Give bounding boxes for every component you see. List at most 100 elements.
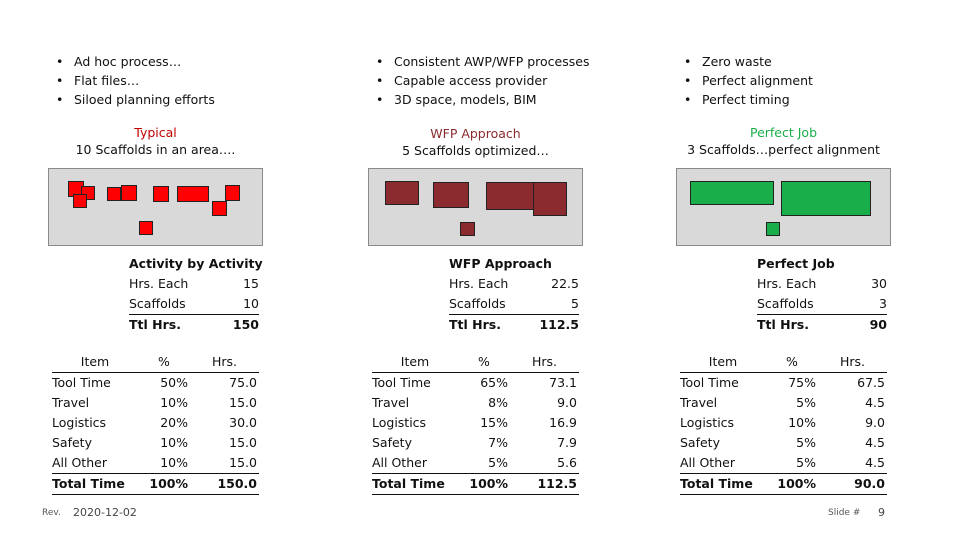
summary-block: Perfect Job Hrs. Each 30 Scaffolds 3 Ttl…	[757, 254, 887, 335]
table-row: Tool Time 50% 75.0	[52, 373, 259, 394]
revision-label: Rev.	[42, 508, 61, 518]
summary-label: Ttl Hrs.	[757, 317, 809, 332]
cell-percent: 15%	[480, 415, 508, 430]
cell-hours: 4.5	[865, 455, 885, 470]
cell-item: Travel	[680, 395, 718, 410]
scaffold-block	[177, 186, 209, 202]
time-breakdown-table: Item % Hrs. Tool Time 75% 67.5 Travel 5% 4.5…	[680, 352, 887, 495]
cell-percent: 10%	[160, 435, 188, 450]
column-perfect-job: Zero waste Perfect alignment Perfect tim…	[676, 0, 891, 540]
summary-value: 150	[232, 317, 259, 332]
cell-percent: 5%	[796, 435, 816, 450]
scaffold-diagram	[48, 168, 263, 246]
cell-percent: 10%	[160, 395, 188, 410]
scaffold-block	[73, 194, 87, 208]
heading-title: WFP Approach	[430, 126, 521, 141]
summary-row: Hrs. Each 30	[757, 274, 887, 294]
column-header: Item	[372, 352, 458, 373]
heading-subtitle: 3 Scaffolds…perfect alignment	[687, 142, 880, 157]
summary-title: Perfect Job	[757, 256, 835, 271]
bullet-item: Flat files…	[48, 71, 215, 90]
column-heading: WFP Approach 5 Scaffolds optimized…	[368, 125, 583, 159]
scaffold-block	[153, 186, 169, 202]
time-breakdown-table: Item % Hrs. Tool Time 65% 73.1 Travel 8% 9.0…	[372, 352, 579, 495]
summary-row: Scaffolds 10	[129, 294, 259, 315]
cell-item: Safety	[680, 435, 720, 450]
column-header: Hrs.	[510, 352, 579, 373]
cell-item: Tool Time	[372, 375, 431, 390]
scaffold-block	[107, 187, 121, 201]
scaffold-block	[486, 182, 534, 210]
summary-value: 22.5	[551, 276, 579, 291]
cell-item: Travel	[372, 395, 410, 410]
summary-block: WFP Approach Hrs. Each 22.5 Scaffolds 5 …	[449, 254, 579, 335]
table-row: Logistics 20% 30.0	[52, 413, 259, 433]
cell-percent: 65%	[480, 375, 508, 390]
cell-hours: 112.5	[510, 473, 579, 495]
cell-item: Tool Time	[680, 375, 739, 390]
column-header: %	[766, 352, 818, 373]
summary-value: 30	[871, 276, 887, 291]
slide-number-label: Slide #	[828, 508, 861, 518]
cell-item: Safety	[372, 435, 412, 450]
bullet-item: Zero waste	[676, 52, 813, 71]
table-total-row: Total Time 100% 90.0	[680, 473, 887, 495]
bullet-item: Perfect alignment	[676, 71, 813, 90]
summary-value: 112.5	[539, 317, 579, 332]
scaffold-block	[225, 185, 240, 201]
scaffold-block	[212, 201, 227, 216]
summary-total-row: Ttl Hrs. 150	[129, 315, 259, 335]
summary-label: Hrs. Each	[449, 276, 509, 291]
scaffold-block	[781, 181, 871, 216]
heading-title: Typical	[134, 125, 177, 140]
scaffold-block	[533, 182, 567, 216]
cell-item: All Other	[372, 455, 427, 470]
table-row: Safety 5% 4.5	[680, 433, 887, 453]
cell-hours: 7.9	[557, 435, 577, 450]
heading-subtitle: 5 Scaffolds optimized…	[402, 143, 549, 158]
slide-number: 9	[878, 506, 885, 519]
bullet-list: Ad hoc process… Flat files… Siloed plann…	[48, 52, 215, 109]
time-breakdown-table: Item % Hrs. Tool Time 50% 75.0 Travel 10% 15…	[52, 352, 259, 495]
cell-item: Logistics	[680, 415, 735, 430]
cell-hours: 150.0	[190, 473, 259, 495]
table-row: Travel 8% 9.0	[372, 393, 579, 413]
cell-percent: 20%	[160, 415, 188, 430]
revision-date: 2020-12-02	[73, 506, 137, 519]
cell-percent: 5%	[796, 455, 816, 470]
column-heading: Typical 10 Scaffolds in an area….	[48, 124, 263, 158]
summary-row: Scaffolds 5	[449, 294, 579, 315]
cell-hours: 15.0	[229, 395, 257, 410]
scaffold-block	[766, 222, 780, 236]
summary-row: Hrs. Each 22.5	[449, 274, 579, 294]
scaffold-block	[690, 181, 774, 205]
cell-percent: 5%	[796, 395, 816, 410]
cell-item: All Other	[680, 455, 735, 470]
cell-item: Total Time	[372, 473, 458, 495]
summary-label: Scaffolds	[757, 296, 814, 311]
summary-label: Ttl Hrs.	[129, 317, 181, 332]
bullet-item: Siloed planning efforts	[48, 90, 215, 109]
column-header: %	[458, 352, 510, 373]
cell-hours: 4.5	[865, 435, 885, 450]
table-total-row: Total Time 100% 112.5	[372, 473, 579, 495]
summary-label: Scaffolds	[449, 296, 506, 311]
summary-value: 10	[243, 296, 259, 311]
table-row: Logistics 10% 9.0	[680, 413, 887, 433]
table-row: All Other 5% 4.5	[680, 453, 887, 474]
column-header: Item	[52, 352, 138, 373]
bullet-list: Consistent AWP/WFP processes Capable acc…	[368, 52, 589, 109]
scaffold-block	[121, 185, 137, 201]
column-header: Item	[680, 352, 766, 373]
cell-percent: 8%	[488, 395, 508, 410]
column-header: Hrs.	[818, 352, 887, 373]
table-row: All Other 10% 15.0	[52, 453, 259, 474]
bullet-item: Perfect timing	[676, 90, 813, 109]
cell-hours: 75.0	[229, 375, 257, 390]
column-header: Hrs.	[190, 352, 259, 373]
table-row: Travel 5% 4.5	[680, 393, 887, 413]
cell-item: Logistics	[52, 415, 107, 430]
scaffold-block	[139, 221, 153, 235]
summary-value: 90	[869, 317, 887, 332]
table-row: Logistics 15% 16.9	[372, 413, 579, 433]
